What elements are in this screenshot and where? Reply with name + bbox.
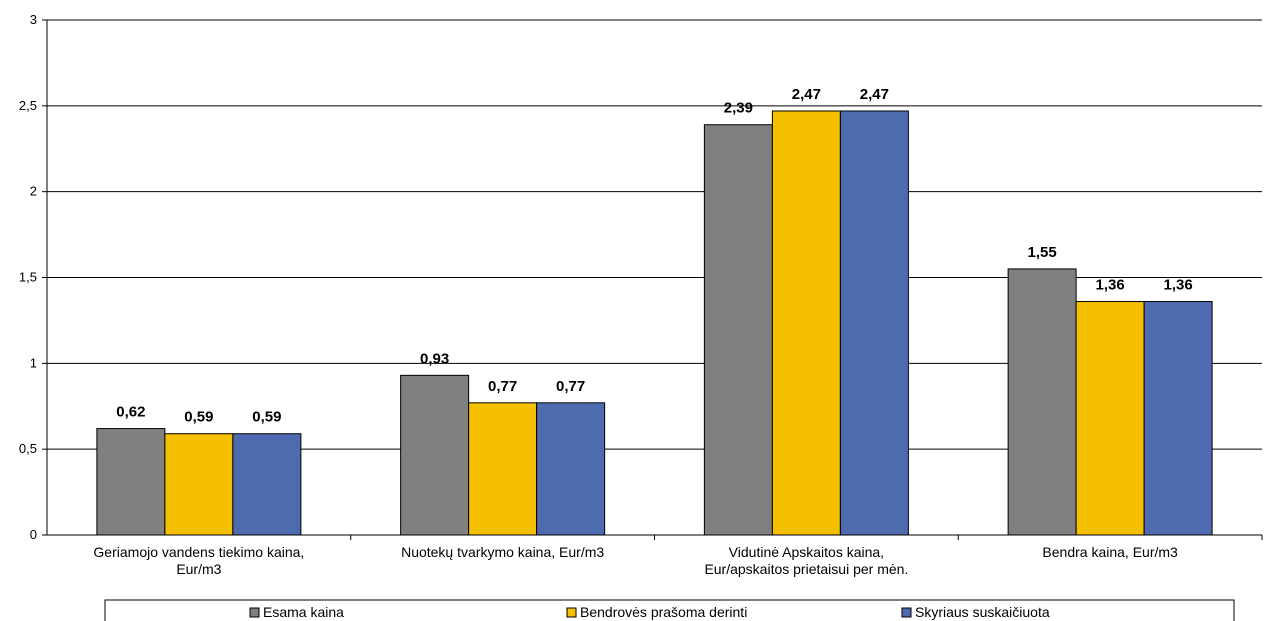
legend-swatch bbox=[566, 607, 577, 618]
y-tick-label: 0,5 bbox=[19, 441, 37, 456]
bar bbox=[232, 433, 302, 536]
data-label: 2,47 bbox=[792, 86, 821, 103]
legend-label: Esama kaina bbox=[263, 604, 344, 620]
data-label: 0,59 bbox=[252, 409, 281, 426]
axes: 0 0,5 1 1,5 2 2,5 3 Geriamojo vandens tiekimo k… bbox=[19, 12, 1263, 577]
data-label: 1,36 bbox=[1164, 277, 1193, 294]
legend-swatch bbox=[901, 607, 912, 618]
data-label: 1,55 bbox=[1028, 244, 1057, 261]
bars bbox=[96, 110, 1213, 536]
y-tick-label: 1,5 bbox=[19, 270, 37, 285]
data-label: 0,93 bbox=[420, 350, 449, 367]
category-label: Bendra kaina, Eur/m3 bbox=[1042, 544, 1178, 560]
category-label: Eur/m3 bbox=[176, 561, 221, 577]
bar bbox=[536, 402, 606, 536]
category-label: Eur/apskaitos prietaisui per mėn. bbox=[704, 561, 908, 577]
y-tick-label: 2,5 bbox=[19, 98, 37, 113]
data-label: 2,39 bbox=[724, 100, 753, 117]
bar bbox=[771, 110, 841, 536]
legend-swatch bbox=[249, 607, 260, 618]
y-tick-label: 1 bbox=[30, 355, 37, 370]
bar bbox=[1007, 268, 1077, 536]
legend-label: Bendrovės prašoma derinti bbox=[580, 604, 747, 620]
category-label: Vidutinė Apskaitos kaina, bbox=[729, 544, 884, 560]
bar bbox=[1143, 301, 1213, 536]
bar bbox=[164, 433, 234, 536]
bar bbox=[1075, 301, 1145, 536]
legend-box bbox=[104, 599, 1235, 621]
category-label: Geriamojo vandens tiekimo kaina, bbox=[93, 544, 304, 560]
y-tick-label: 0 bbox=[30, 527, 37, 542]
legend: Esama kaina Bendrovės prašoma derinti Skyr… bbox=[104, 599, 1235, 621]
data-label: 1,36 bbox=[1096, 277, 1125, 294]
data-label: 0,77 bbox=[556, 378, 585, 395]
bar bbox=[468, 402, 538, 536]
y-tick-label: 3 bbox=[30, 12, 37, 27]
bar bbox=[96, 428, 166, 536]
data-label: 0,77 bbox=[488, 378, 517, 395]
category-label: Nuotekų tvarkymo kaina, Eur/m3 bbox=[401, 544, 604, 560]
data-label: 0,62 bbox=[116, 404, 145, 421]
bar bbox=[703, 124, 773, 536]
y-tick-label: 2 bbox=[30, 184, 37, 199]
data-labels: 0,62 0,59 0,59 0,93 0,77 0,77 2,39 2,47 2,47 1,55… bbox=[116, 86, 1192, 426]
data-label: 0,59 bbox=[184, 409, 213, 426]
legend-label: Skyriaus suskaičiuota bbox=[915, 604, 1050, 620]
bar bbox=[400, 374, 470, 536]
bar bbox=[839, 110, 909, 536]
data-label: 2,47 bbox=[860, 86, 889, 103]
